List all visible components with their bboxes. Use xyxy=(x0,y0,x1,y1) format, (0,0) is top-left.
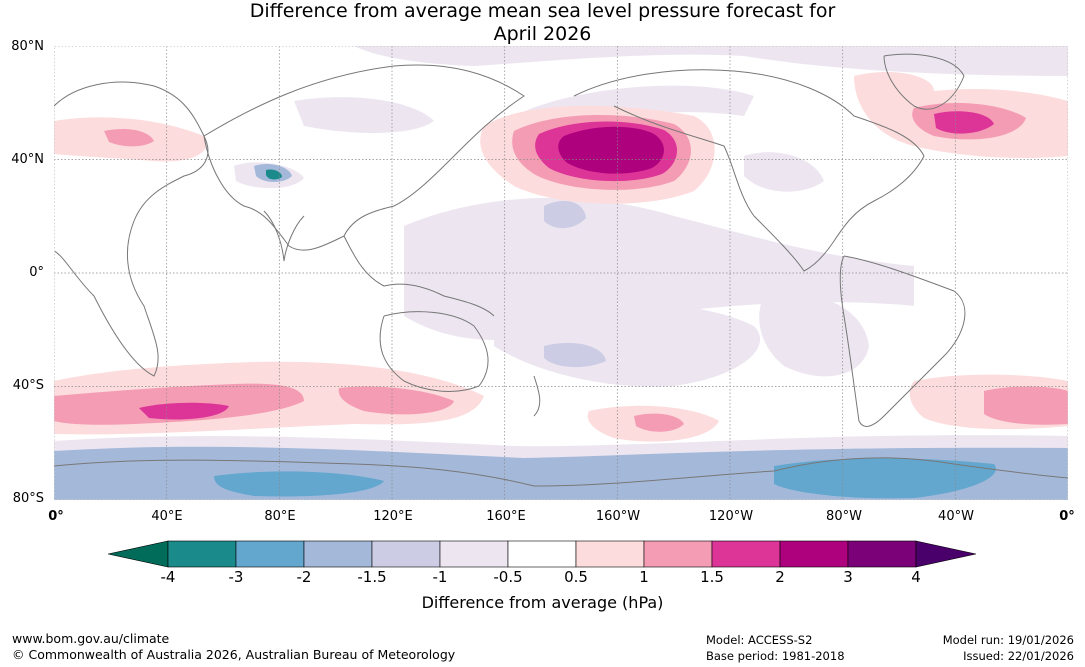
footer-copyright: © Commonwealth of Australia 2026, Austra… xyxy=(12,647,456,662)
lat-label-80s: 80°S xyxy=(12,491,44,506)
colorbar-tick-label: 3 xyxy=(843,568,853,586)
neg-east-ant-core xyxy=(214,471,384,497)
colorbar-bin-8 xyxy=(711,540,781,568)
lon-label-120e: 120°E xyxy=(373,509,413,524)
coast-se-asia xyxy=(343,235,495,317)
pos-np-4 xyxy=(558,126,664,174)
lon-label-160e: 160°E xyxy=(486,509,526,524)
anomaly-fields xyxy=(54,46,1068,500)
colorbar-label: Difference from average (hPa) xyxy=(421,593,664,612)
footer-base-period: Base period: 1981-2018 xyxy=(706,649,845,663)
neg-tropical-pacific xyxy=(404,197,914,340)
neg-spot-c-pacific xyxy=(544,200,586,229)
title-line-1: Difference from average mean sea level p… xyxy=(249,0,836,22)
neg-south-pacific xyxy=(494,302,761,387)
neg-tibet-core xyxy=(266,169,282,180)
map-canvas xyxy=(54,46,1068,500)
colorbar-over-arrow xyxy=(915,540,977,568)
lat-label-80n: 80°N xyxy=(11,39,44,54)
lon-label-40e: 40°E xyxy=(151,509,183,524)
coast-n-america xyxy=(573,69,925,272)
colorbar-tick-label: 1 xyxy=(639,568,649,586)
neg-spot-s-pacific xyxy=(544,342,606,368)
colorbar xyxy=(108,540,977,568)
graticule xyxy=(54,46,1068,500)
colorbar-bin-4 xyxy=(439,540,509,568)
neg-asia xyxy=(294,97,434,133)
colorbar-bin-3 xyxy=(371,540,441,568)
colorbar-tick-label: 0.5 xyxy=(564,568,588,586)
lat-label-40s: 40°S xyxy=(12,378,44,393)
colorbar-tick-label: -1.5 xyxy=(357,568,387,586)
coast-greenland xyxy=(883,53,965,110)
neg-arctic xyxy=(354,46,1068,76)
anomaly-map xyxy=(54,46,1068,500)
colorbar-tick-label: -2 xyxy=(296,568,312,586)
footer-model-run: Model run: 19/01/2026 xyxy=(942,633,1074,647)
colorbar-tick-label: -3 xyxy=(228,568,244,586)
colorbar-bin-0 xyxy=(167,540,237,568)
colorbar-under-arrow xyxy=(108,540,169,568)
colorbar-bin-10 xyxy=(847,540,917,568)
colorbar-tick-label: 1.5 xyxy=(700,568,724,586)
neg-weddell-core xyxy=(774,458,996,499)
lon-label-80w: 80°W xyxy=(826,509,862,524)
neg-n-america xyxy=(744,152,824,192)
pos-sh-6 xyxy=(634,413,684,432)
colorbar-tick-label: -1 xyxy=(432,568,448,586)
pos-eu-2 xyxy=(104,129,154,147)
coast-nz xyxy=(533,375,541,417)
colorbar-bin-2 xyxy=(303,540,373,568)
coast-europe-africa xyxy=(54,81,209,377)
map-title: Difference from average mean sea level p… xyxy=(0,0,1085,46)
colorbar-bin-6 xyxy=(575,540,645,568)
lon-label-0-right: 0° xyxy=(1059,509,1075,524)
lat-label-40n: 40°N xyxy=(11,152,44,167)
footer-url: www.bom.gov.au/climate xyxy=(12,631,170,646)
colorbar-tick-label: 4 xyxy=(911,568,921,586)
title-line-2: April 2026 xyxy=(493,23,592,45)
neg-south-america xyxy=(759,293,869,377)
colorbar-bin-5 xyxy=(507,540,577,568)
colorbar-bin-9 xyxy=(779,540,849,568)
pos-na-3 xyxy=(934,111,994,134)
coast-antarctica xyxy=(54,457,1068,487)
lat-label-0: 0° xyxy=(29,265,44,280)
lon-label-160w: 160°W xyxy=(595,509,641,524)
lon-label-40w: 40°W xyxy=(938,509,974,524)
pos-sh-8 xyxy=(984,386,1068,425)
colorbar-tick-label: -4 xyxy=(160,568,176,586)
footer-model: Model: ACCESS-S2 xyxy=(706,633,813,647)
coast-asia xyxy=(203,64,525,251)
colorbar-tick-label: 2 xyxy=(775,568,785,586)
pos-sh-4 xyxy=(338,386,454,415)
colorbar-bin-1 xyxy=(235,540,305,568)
coast-india xyxy=(263,210,305,262)
lon-label-80e: 80°E xyxy=(264,509,296,524)
lon-label-120w: 120°W xyxy=(708,509,754,524)
pos-sh-3 xyxy=(139,402,229,420)
coast-s-america xyxy=(839,255,966,427)
coast-australia xyxy=(379,311,489,392)
coastlines xyxy=(54,53,1068,487)
colorbar-tick-label: -0.5 xyxy=(493,568,523,586)
footer-issued: Issued: 22/01/2026 xyxy=(963,649,1074,663)
colorbar-bin-7 xyxy=(643,540,713,568)
lon-label-0-left: 0° xyxy=(48,509,64,524)
